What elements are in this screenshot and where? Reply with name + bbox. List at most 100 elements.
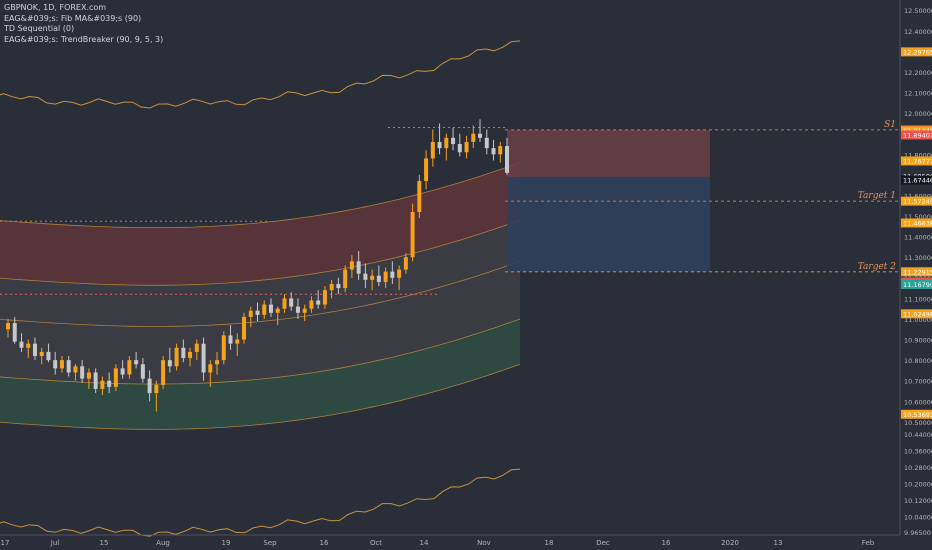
time-tick-label: 2020: [721, 539, 739, 547]
price-tick-label: 10.90000: [904, 337, 932, 345]
price-tick-label: 10.28000: [904, 464, 932, 472]
candle-body: [451, 137, 456, 145]
price-label-text: 11.57249: [903, 198, 932, 206]
price-label-text: 11.89407: [903, 131, 932, 139]
candle-body: [19, 341, 24, 348]
candle-body: [53, 360, 58, 369]
candle-body: [383, 271, 388, 282]
fib-lower-zone: [0, 319, 520, 430]
candle-body: [26, 343, 31, 348]
candle-body: [262, 304, 267, 315]
fib-band-line-4: [0, 363, 521, 430]
time-tick-label: Oct: [370, 539, 382, 547]
price-tick-label: 10.80000: [904, 357, 932, 365]
annotation-label-1: Target 1: [858, 191, 896, 201]
candle-body: [410, 211, 415, 258]
candle-body: [12, 323, 17, 342]
fib-band-line-1: [0, 219, 521, 286]
fib-band-line-2: [0, 260, 521, 327]
candle-body: [134, 360, 139, 365]
price-tick-label: 11.50000: [904, 213, 932, 221]
candle-body: [444, 137, 449, 149]
price-tick-label: 11.30000: [904, 254, 932, 262]
time-tick-label: Dec: [596, 539, 610, 547]
price-label-text: 11.16790: [903, 281, 932, 289]
candle-body: [248, 310, 253, 317]
candle-body: [93, 372, 98, 389]
price-tick-label: 10.04000: [904, 514, 932, 522]
price-tick-label: 10.36000: [904, 448, 932, 456]
indicator-trendbreaker[interactable]: EAG&#039;s: TrendBreaker (90, 9, 5, 3): [4, 34, 164, 44]
fib-band-line-0: [0, 162, 521, 228]
time-tick-label: Feb: [862, 539, 875, 547]
price-label-text: 11.46638: [903, 219, 932, 227]
price-label-box: [901, 130, 932, 140]
price-tick-label: 12.00000: [904, 110, 932, 118]
candle-body: [221, 335, 226, 361]
chart-legend: GBPNOK, 1D, FOREX.com EAG&#039;s: Fib MA…: [4, 3, 163, 45]
candle-body: [376, 275, 381, 282]
indicator-fib-ma[interactable]: EAG&#039;s: Fib MA&#039;s (90): [4, 13, 142, 23]
annotation-label-0: S1: [884, 120, 896, 130]
time-tick-label: 18: [545, 539, 554, 547]
price-tick-label: 10.60000: [904, 398, 932, 406]
candle-body: [302, 308, 307, 313]
candle-body: [370, 275, 375, 280]
candle-body: [235, 339, 240, 344]
candle-body: [484, 137, 489, 149]
price-label-text: 10.53691: [903, 411, 932, 419]
candle-body: [161, 360, 166, 385]
candle-body: [188, 351, 193, 359]
candle-body: [349, 261, 354, 270]
candle-body: [336, 283, 341, 289]
stop-zone-box: [507, 130, 710, 177]
indicator-td-sequential[interactable]: TD Sequential (0): [4, 24, 75, 33]
candle-body: [322, 290, 327, 305]
price-tick-label: 9.96500: [904, 529, 931, 537]
candle-body: [424, 158, 429, 182]
price-label-box: [901, 47, 932, 57]
symbol-title[interactable]: GBPNOK, 1D, FOREX.com: [4, 3, 107, 12]
candle-body: [154, 384, 159, 394]
price-label-text: 11.76777: [903, 157, 932, 165]
price-tick-label: 10.12000: [904, 497, 932, 505]
price-tick-label: 10.20000: [904, 481, 932, 489]
candle-body: [194, 343, 199, 352]
candle-body: [268, 304, 273, 313]
candle-body: [363, 273, 368, 280]
price-tick-label: 12.40000: [904, 28, 932, 36]
candle-body: [390, 271, 395, 278]
candle-body: [147, 378, 152, 394]
candle-body: [255, 310, 260, 315]
price-tick-label: 12.20000: [904, 69, 932, 77]
candle-body: [289, 298, 294, 307]
candle-body: [403, 257, 408, 270]
candle-body: [491, 148, 496, 155]
price-tick-label: 10.50000: [904, 419, 932, 427]
price-label-box: [901, 156, 932, 166]
candle-body: [356, 261, 361, 274]
candle-body: [464, 141, 469, 153]
candle-body: [6, 323, 10, 330]
annotation-label-2: Target 2: [858, 262, 897, 272]
candle-body: [478, 133, 483, 138]
price-label-text: 11.02498: [903, 310, 932, 318]
outer-envelope-top: [0, 40, 521, 109]
candle-body: [397, 269, 402, 278]
time-tick-label: 16: [320, 539, 329, 547]
candle-body: [73, 366, 78, 373]
candle-body: [174, 347, 179, 367]
candle-body: [437, 141, 442, 149]
candle-body: [295, 306, 300, 313]
candle-body: [140, 364, 145, 379]
time-tick-label: Sep: [263, 539, 277, 547]
candle-body: [201, 343, 206, 373]
candle-body: [46, 351, 51, 361]
price-label-box: [901, 409, 932, 419]
time-tick-label: Aug: [156, 539, 170, 547]
time-tick-label: 15: [100, 539, 109, 547]
fib-mid-zone: [0, 220, 520, 385]
price-label-box: [901, 196, 932, 206]
time-tick-label: 19: [222, 539, 231, 547]
